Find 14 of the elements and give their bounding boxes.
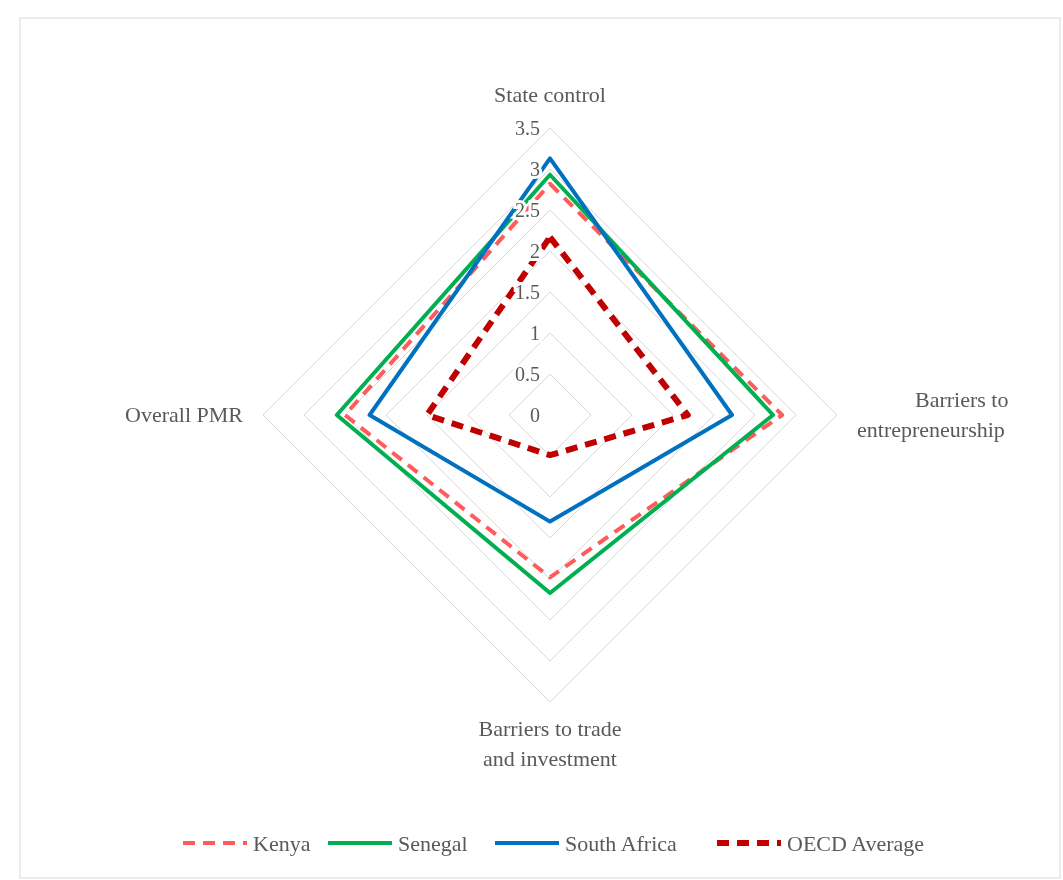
legend-label: South Africa [565,830,678,856]
y-tick-label: 1 [530,322,540,344]
legend-label: Kenya [253,830,311,856]
y-tick-label: 0.5 [515,363,540,385]
y-tick-label: 1.5 [515,281,540,303]
spoke-label: Barriers to trade and investment [478,716,622,771]
spoke-label: Overall PMR [125,402,244,427]
y-tick-label: 3.5 [515,117,540,139]
y-tick-label: 0 [530,404,540,426]
spoke-label: State control [494,82,606,107]
y-tick-label: 3 [530,158,540,180]
legend-label: Senegal [398,830,468,856]
spoke-label: Barriers to entrepreneurship [857,387,1009,442]
legend-label: OECD Average [787,830,925,856]
